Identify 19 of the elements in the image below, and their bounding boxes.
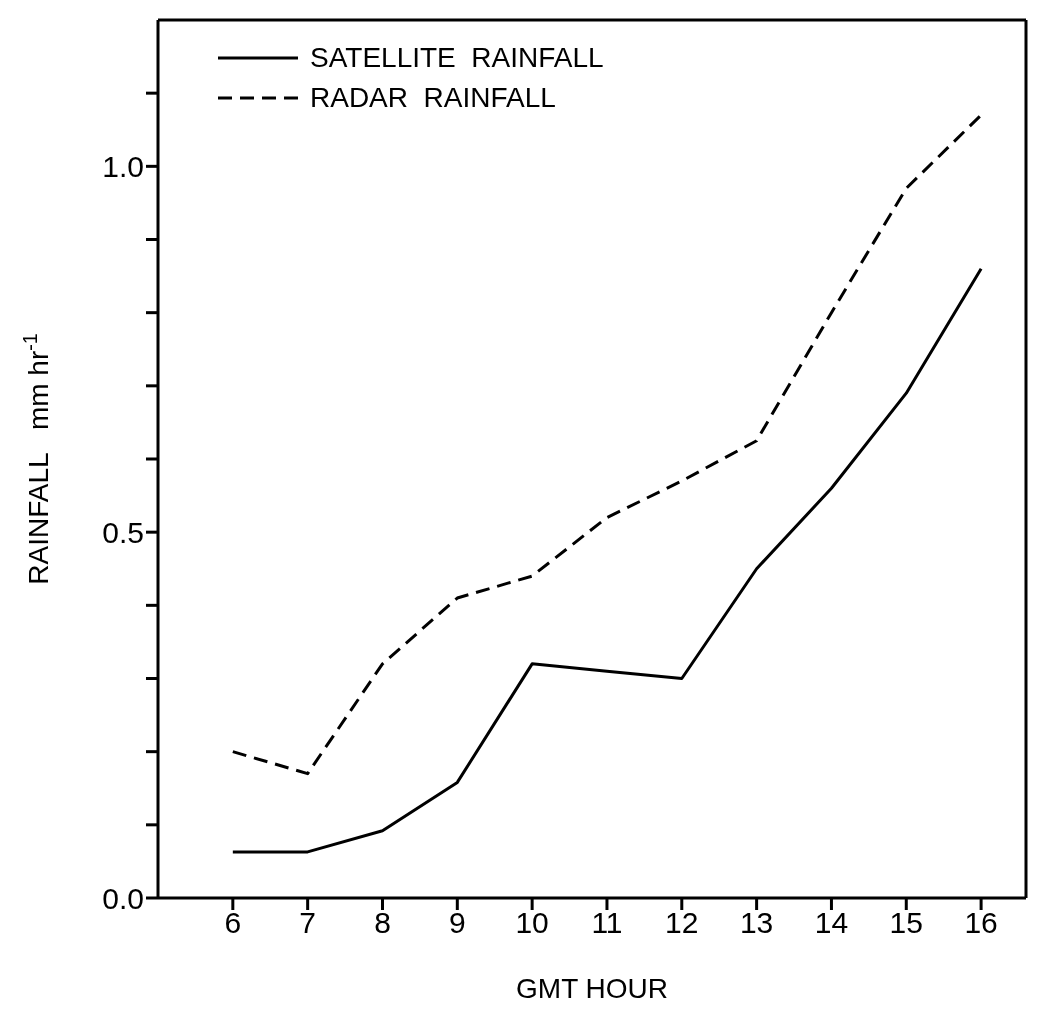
x-tick-label: 15 — [889, 906, 923, 940]
x-tick-label: 6 — [224, 906, 242, 940]
legend-label: RADAR RAINFALL — [310, 82, 556, 114]
line-series — [231, 113, 983, 776]
x-tick-label: 13 — [739, 906, 774, 940]
x-tick-label: 16 — [964, 906, 998, 940]
x-tick-label: 10 — [515, 906, 549, 940]
y-tick-label: 1.0 — [102, 149, 144, 183]
x-tick-label: 7 — [299, 906, 316, 940]
x-tick-label: 8 — [374, 906, 391, 940]
y-tick-label: 0.5 — [102, 515, 144, 549]
x-tick-label: 11 — [591, 906, 623, 940]
y-tick-label: 0.0 — [102, 881, 144, 915]
x-axis-title: GMT HOUR — [516, 973, 668, 1004]
x-tick-label: 9 — [448, 906, 466, 940]
x-tick-label: 12 — [665, 906, 699, 940]
x-tick-label: 14 — [814, 906, 849, 940]
legend-label: SATELLITE RAINFALL — [310, 42, 604, 74]
line-series — [231, 267, 983, 854]
